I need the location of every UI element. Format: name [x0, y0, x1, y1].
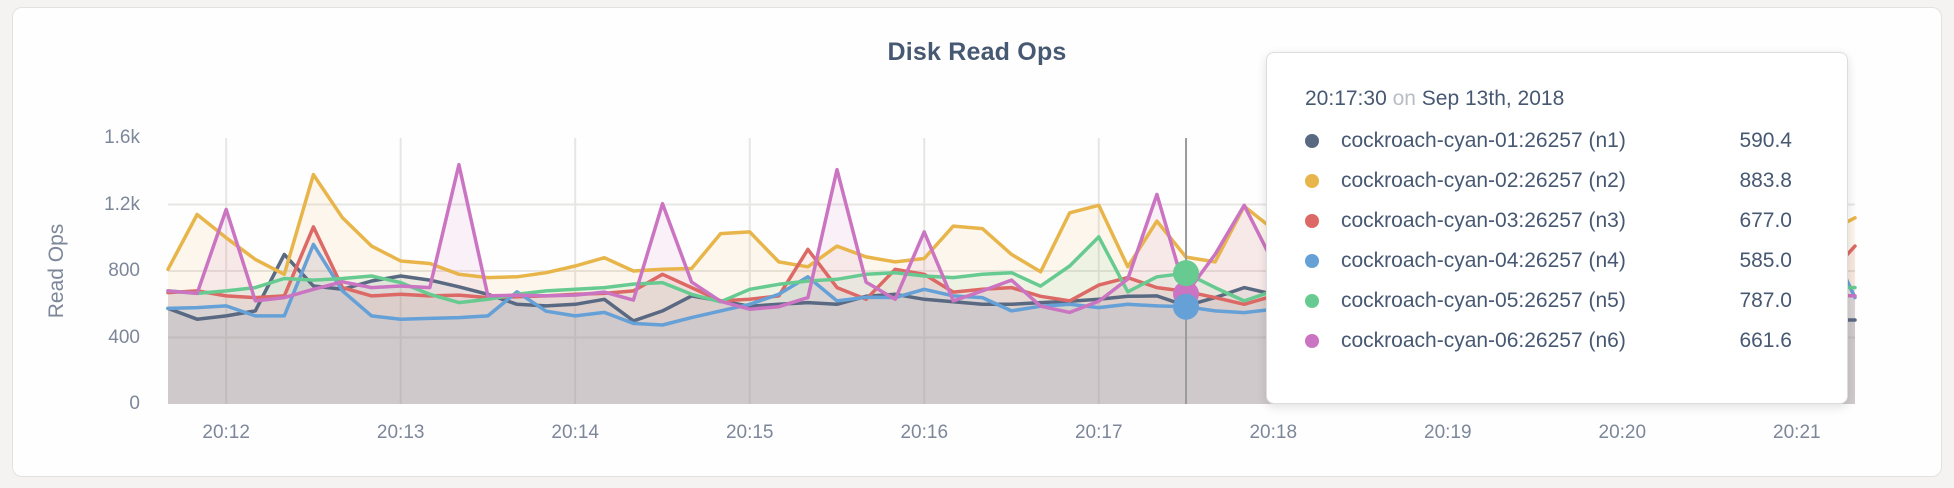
x-tick-label: 20:18 [1249, 422, 1298, 443]
tooltip-series-value: 661.6 [1739, 329, 1792, 352]
x-tick-label: 20:21 [1773, 422, 1821, 443]
tooltip-series-name: cockroach-cyan-05:26257 (n5) [1341, 289, 1626, 312]
x-tick-label: 20:19 [1424, 422, 1472, 443]
tooltip-rows: cockroach-cyan-01:26257 (n1) 590.4 cockroa… [1305, 121, 1792, 361]
x-tick-label: 20:17 [1074, 422, 1123, 443]
tooltip-date: Sep 13th, 2018 [1421, 87, 1565, 110]
tooltip-row: cockroach-cyan-06:26257 (n6) 661.6 [1305, 321, 1792, 361]
x-tick-label: 20:13 [376, 422, 425, 443]
hover-dot-n4 [1173, 293, 1200, 320]
y-tick-label: 1.2k [104, 193, 140, 215]
tooltip-series-name: cockroach-cyan-03:26257 (n3) [1341, 209, 1626, 232]
y-tick-label: 0 [129, 393, 140, 414]
y-tick-label: 1.6k [104, 127, 140, 148]
x-tick-label: 20:15 [725, 422, 774, 443]
hover-tooltip: 20:17:30 on Sep 13th, 2018 cockroach-cya… [1266, 52, 1848, 404]
series-color-dot [1305, 294, 1319, 308]
tooltip-header: 20:17:30 on Sep 13th, 2018 [1305, 87, 1792, 111]
tooltip-series-value: 787.0 [1739, 289, 1792, 312]
series-color-dot [1305, 254, 1319, 268]
tooltip-row: cockroach-cyan-01:26257 (n1) 590.4 [1305, 121, 1792, 161]
tooltip-row: cockroach-cyan-03:26257 (n3) 677.0 [1305, 201, 1792, 241]
tooltip-preposition: on [1392, 87, 1416, 110]
series-color-dot [1305, 174, 1319, 188]
x-tick-label: 20:20 [1598, 422, 1647, 443]
tooltip-series-value: 585.0 [1739, 249, 1792, 272]
tooltip-series-name: cockroach-cyan-02:26257 (n2) [1341, 169, 1626, 192]
y-tick-label: 800 [108, 260, 140, 281]
tooltip-time: 20:17:30 [1305, 87, 1387, 110]
tooltip-series-name: cockroach-cyan-04:26257 (n4) [1341, 249, 1626, 272]
x-tick-label: 20:14 [551, 422, 599, 443]
tooltip-series-value: 677.0 [1739, 209, 1792, 232]
tooltip-series-value: 590.4 [1739, 129, 1792, 152]
tooltip-row: cockroach-cyan-05:26257 (n5) 787.0 [1305, 281, 1792, 321]
series-color-dot [1305, 334, 1319, 348]
series-color-dot [1305, 214, 1319, 228]
x-tick-label: 20:12 [202, 422, 250, 443]
tooltip-series-name: cockroach-cyan-06:26257 (n6) [1341, 329, 1626, 352]
tooltip-series-name: cockroach-cyan-01:26257 (n1) [1341, 129, 1626, 152]
tooltip-row: cockroach-cyan-04:26257 (n4) 585.0 [1305, 241, 1792, 281]
hover-dot-n5 [1173, 260, 1200, 287]
tooltip-series-value: 883.8 [1739, 169, 1792, 192]
tooltip-row: cockroach-cyan-02:26257 (n2) 883.8 [1305, 161, 1792, 201]
x-tick-label: 20:16 [900, 422, 949, 443]
chart-title: Disk Read Ops [887, 38, 1067, 66]
y-tick-label: 400 [108, 326, 140, 348]
series-color-dot [1305, 134, 1319, 148]
